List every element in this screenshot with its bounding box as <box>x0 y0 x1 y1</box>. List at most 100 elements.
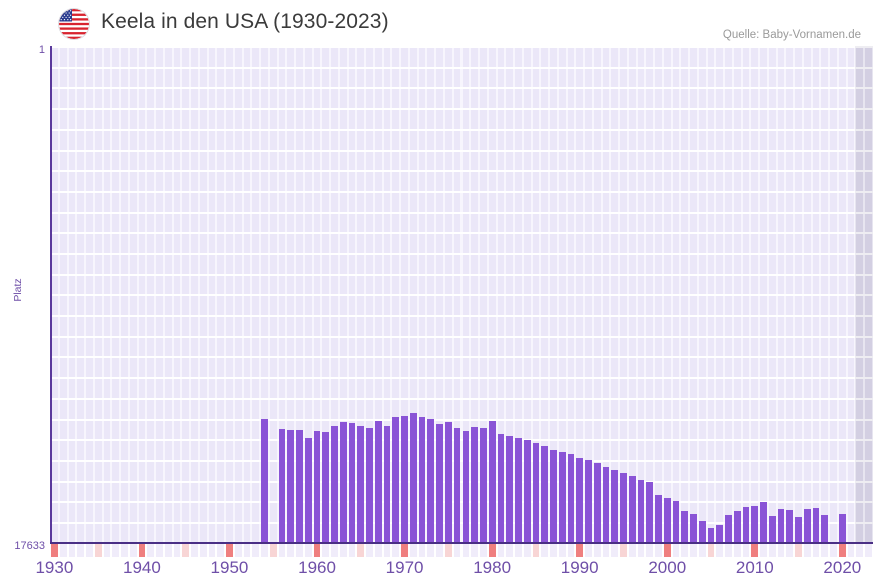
bar[interactable] <box>339 422 347 543</box>
x-tick-cell <box>427 544 435 557</box>
x-tick-cell <box>147 544 155 557</box>
x-tick-cell <box>480 544 487 557</box>
bar[interactable] <box>576 457 584 543</box>
bar[interactable] <box>453 428 461 543</box>
bar[interactable] <box>261 419 268 543</box>
bar[interactable] <box>462 431 470 543</box>
bar[interactable] <box>733 511 741 543</box>
bar[interactable] <box>620 473 627 543</box>
x-tick-cell <box>628 544 636 557</box>
bar[interactable] <box>558 451 566 543</box>
bar[interactable] <box>663 498 671 543</box>
bar[interactable] <box>690 513 697 543</box>
bar[interactable] <box>672 500 680 543</box>
bar[interactable] <box>611 470 619 543</box>
bar[interactable] <box>304 438 312 543</box>
x-tick-minor <box>532 544 540 557</box>
x-tick-cell <box>366 544 373 557</box>
x-tick-major <box>51 544 58 557</box>
x-tick-cell <box>374 544 382 557</box>
bar[interactable] <box>436 424 443 543</box>
y-axis-line <box>50 46 52 543</box>
grid-line <box>50 356 873 358</box>
x-axis-labels: 1930 1940 1950 1960 1970 1980 1990 2000 2010 2020 <box>0 558 873 587</box>
bar[interactable] <box>418 417 426 543</box>
bar[interactable] <box>838 514 846 543</box>
bar[interactable] <box>585 460 592 543</box>
bar[interactable] <box>471 426 478 543</box>
x-tick-cell <box>856 544 864 557</box>
bar[interactable] <box>681 510 689 543</box>
x-tick-major <box>313 544 321 557</box>
bar[interactable] <box>427 419 435 543</box>
bar[interactable] <box>480 427 487 543</box>
x-tick-cell <box>164 544 172 557</box>
bar[interactable] <box>751 505 759 543</box>
x-tick-cell <box>129 544 137 557</box>
bar[interactable] <box>567 454 575 543</box>
bar[interactable] <box>401 415 408 543</box>
bar[interactable] <box>655 494 662 543</box>
x-tick-cell <box>199 544 207 557</box>
bar[interactable] <box>287 429 295 543</box>
bar[interactable] <box>698 521 706 543</box>
bar[interactable] <box>523 440 531 543</box>
bar[interactable] <box>795 517 802 543</box>
bar[interactable] <box>742 506 750 543</box>
x-tick-cell <box>392 544 400 557</box>
bar[interactable] <box>322 432 330 543</box>
bar[interactable] <box>760 502 767 543</box>
bar[interactable] <box>803 508 811 543</box>
bar[interactable] <box>515 437 522 543</box>
bar[interactable] <box>392 417 400 543</box>
bar[interactable] <box>637 479 645 543</box>
grid-line <box>50 377 873 379</box>
grid-line <box>50 481 873 483</box>
x-tick-cell <box>322 544 330 557</box>
bar[interactable] <box>383 426 391 543</box>
x-tick-major <box>663 544 671 557</box>
bar[interactable] <box>716 524 724 543</box>
grid-line <box>50 129 873 131</box>
x-tick-cell <box>830 544 837 557</box>
bar[interactable] <box>821 515 829 543</box>
x-tick-cell <box>331 544 338 557</box>
bar[interactable] <box>541 445 549 543</box>
grid-line <box>50 212 873 214</box>
bar[interactable] <box>497 434 505 543</box>
bar[interactable] <box>357 425 365 543</box>
x-tick-cell <box>812 544 820 557</box>
x-tick-cell <box>611 544 619 557</box>
bar[interactable] <box>506 435 514 543</box>
bar[interactable] <box>348 422 356 543</box>
bar[interactable] <box>593 462 601 543</box>
x-tick-cell <box>296 544 303 557</box>
bar[interactable] <box>313 430 321 543</box>
bar[interactable] <box>409 412 417 543</box>
bar[interactable] <box>278 429 286 543</box>
x-axis-tick-label: 1940 <box>123 558 161 577</box>
bar[interactable] <box>366 427 373 543</box>
x-tick-cell <box>655 544 662 557</box>
x-tick-cell <box>646 544 654 557</box>
bar[interactable] <box>331 426 338 543</box>
x-tick-cell <box>558 544 566 557</box>
bar[interactable] <box>444 421 452 543</box>
bar[interactable] <box>488 420 496 543</box>
bar[interactable] <box>550 449 557 543</box>
bar[interactable] <box>602 467 610 543</box>
bar[interactable] <box>786 510 794 543</box>
x-tick-cell <box>602 544 610 557</box>
bar[interactable] <box>628 476 636 543</box>
bar[interactable] <box>725 515 732 543</box>
bar[interactable] <box>296 429 303 543</box>
bar[interactable] <box>768 516 776 543</box>
bar[interactable] <box>707 527 715 543</box>
grid-line <box>50 87 873 89</box>
bar[interactable] <box>532 443 540 543</box>
x-tick-cell <box>68 544 76 557</box>
bar[interactable] <box>646 481 654 543</box>
bar[interactable] <box>374 421 382 543</box>
bar[interactable] <box>777 509 785 543</box>
bar[interactable] <box>812 508 820 543</box>
